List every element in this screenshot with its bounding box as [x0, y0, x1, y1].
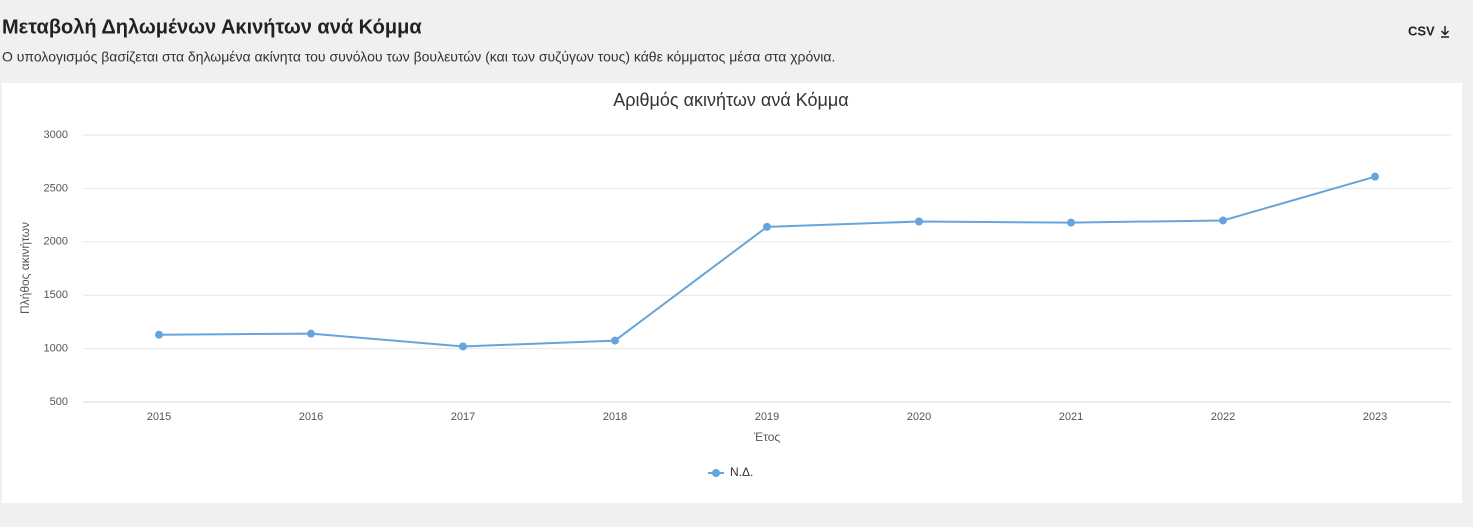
data-point	[459, 342, 467, 351]
x-tick-label: 2022	[1211, 411, 1235, 423]
data-point	[1219, 216, 1227, 225]
data-point	[1371, 172, 1379, 181]
data-point	[307, 329, 315, 338]
data-point	[155, 330, 163, 339]
legend-marker	[712, 469, 720, 477]
y-tick-label: 500	[50, 396, 68, 408]
data-point	[763, 222, 771, 231]
x-tick-label: 2015	[147, 411, 171, 423]
chart-title: Αριθμός ακινήτων ανά Κόμμα	[613, 90, 848, 110]
csv-label[interactable]: CSV	[1408, 23, 1435, 38]
data-point	[611, 336, 619, 345]
page-title: Μεταβολή Δηλωμένων Ακινήτων ανά Κόμμα	[2, 16, 422, 38]
chart-panel	[2, 83, 1462, 503]
x-tick-label: 2020	[907, 411, 931, 423]
y-tick-label: 3000	[44, 129, 68, 141]
x-tick-label: 2019	[755, 411, 779, 423]
y-tick-label: 1000	[44, 343, 68, 355]
y-tick-label: 2500	[44, 182, 68, 194]
data-point	[915, 217, 923, 226]
page-subtitle: Ο υπολογισμός βασίζεται στα δηλωμένα ακί…	[2, 49, 835, 65]
x-tick-label: 2017	[451, 411, 475, 423]
csv-button[interactable]: CSV	[1408, 23, 1450, 38]
y-tick-label: 1500	[44, 289, 68, 301]
download-icon[interactable]	[1440, 26, 1450, 38]
x-tick-label: 2021	[1059, 411, 1083, 423]
y-tick-label: 2000	[44, 236, 68, 248]
y-axis-label: Πλήθος ακινήτων	[18, 222, 32, 314]
data-point	[1067, 218, 1075, 227]
x-tick-label: 2023	[1363, 411, 1387, 423]
legend-label: Ν.Δ.	[730, 465, 753, 479]
x-axis-label: Έτος	[753, 430, 781, 444]
x-tick-label: 2018	[603, 411, 627, 423]
x-tick-label: 2016	[299, 411, 323, 423]
